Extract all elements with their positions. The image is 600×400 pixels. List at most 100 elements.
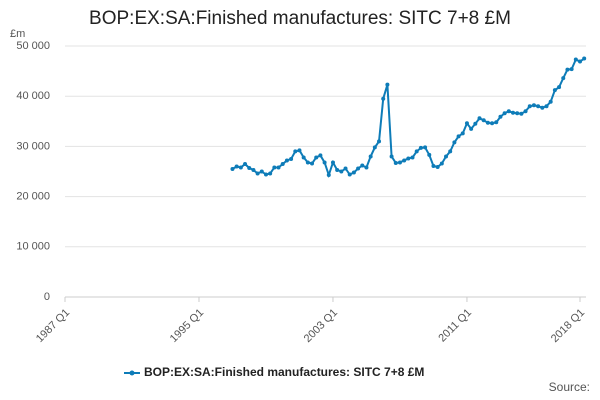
point: [301, 155, 306, 160]
point: [368, 154, 373, 159]
y-tick-label: 30 000: [16, 140, 50, 152]
point: [511, 110, 516, 115]
point: [561, 76, 566, 81]
point: [360, 163, 365, 168]
point: [238, 165, 243, 170]
point: [460, 131, 465, 136]
y-tick-label: 50 000: [16, 40, 50, 52]
point: [377, 139, 382, 144]
point: [263, 172, 268, 177]
point: [305, 160, 310, 165]
point: [485, 120, 490, 125]
point: [502, 111, 507, 116]
point: [523, 109, 528, 114]
point: [448, 149, 453, 154]
point: [544, 104, 549, 109]
x-tick-label: 1987 Q1: [34, 307, 72, 345]
point: [335, 167, 340, 172]
point: [481, 118, 486, 123]
point: [406, 156, 411, 161]
x-tick-label: 1995 Q1: [168, 307, 206, 345]
point: [364, 165, 369, 170]
point: [473, 121, 478, 126]
point: [552, 88, 557, 93]
point: [515, 111, 520, 116]
point: [289, 156, 294, 161]
point: [381, 96, 386, 101]
point: [393, 160, 398, 165]
point: [540, 105, 545, 110]
point: [410, 155, 415, 160]
point: [310, 161, 315, 166]
y-tick-label: 20 000: [16, 191, 50, 203]
point: [573, 57, 578, 62]
point: [268, 171, 273, 176]
point: [255, 171, 260, 176]
point: [293, 149, 298, 154]
point: [243, 161, 248, 166]
legend-label: BOP:EX:SA:Finished manufactures: SITC 7+…: [144, 365, 424, 379]
point: [234, 164, 239, 169]
point: [435, 164, 440, 169]
point: [372, 145, 377, 150]
point: [527, 104, 532, 109]
point: [582, 56, 587, 61]
point: [343, 166, 348, 171]
point: [427, 152, 432, 157]
point: [569, 67, 574, 72]
point: [322, 160, 327, 165]
point: [490, 121, 495, 126]
point: [452, 140, 457, 145]
source: Source:: [549, 380, 590, 394]
point: [548, 99, 553, 104]
point: [318, 153, 323, 158]
y-unit: £m: [10, 28, 25, 40]
y-tick-label: 40 000: [16, 90, 50, 102]
point: [477, 116, 482, 121]
y-tick-label: 10 000: [16, 241, 50, 253]
point: [439, 161, 444, 166]
point: [356, 166, 361, 171]
point: [464, 121, 469, 126]
point: [418, 145, 423, 150]
point: [389, 154, 394, 159]
point: [402, 158, 407, 163]
point: [565, 67, 570, 72]
point: [536, 104, 541, 109]
point: [498, 114, 503, 119]
point: [297, 148, 302, 153]
point: [339, 169, 344, 174]
point: [247, 165, 252, 170]
point: [251, 167, 256, 172]
point: [469, 126, 474, 131]
point: [347, 172, 352, 177]
point: [397, 160, 402, 165]
point: [423, 145, 428, 150]
point: [385, 82, 390, 87]
point: [259, 169, 264, 174]
point: [284, 158, 289, 163]
x-tick-label: 2018 Q1: [549, 307, 587, 345]
point: [456, 134, 461, 139]
point: [444, 154, 449, 159]
point: [431, 163, 436, 168]
point: [414, 149, 419, 154]
x-tick-label: 2011 Q1: [436, 307, 474, 345]
point: [578, 59, 582, 64]
point: [230, 166, 235, 171]
point: [272, 165, 277, 170]
point: [351, 170, 356, 175]
legend-marker: [129, 370, 135, 376]
point: [330, 160, 335, 165]
point: [280, 161, 285, 166]
y-tick-label: 0: [44, 291, 50, 303]
point: [531, 103, 536, 108]
chart-title: BOP:EX:SA:Finished manufactures: SITC 7+…: [89, 8, 511, 29]
x-tick-label: 2003 Q1: [302, 307, 340, 345]
point: [494, 120, 499, 125]
point: [557, 85, 562, 90]
point: [519, 111, 524, 116]
point: [314, 155, 319, 160]
point: [506, 109, 511, 114]
